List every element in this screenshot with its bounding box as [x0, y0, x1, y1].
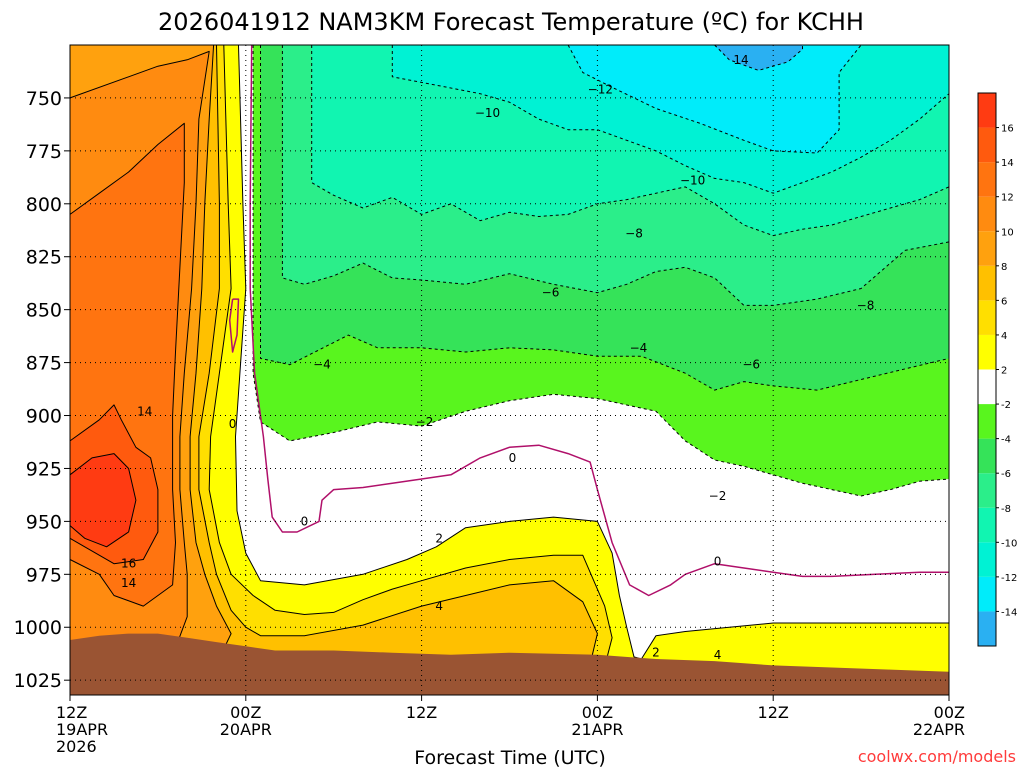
- contour-label-21: 2: [652, 646, 660, 660]
- x-tick-label-4-0: 12Z: [758, 703, 789, 722]
- contour-label-19: 0: [714, 555, 722, 569]
- x-tick-label-2-0: 12Z: [406, 703, 437, 722]
- colorbar-label-7: -2: [1001, 400, 1011, 411]
- colorbar-swatch-15: [978, 93, 996, 128]
- zero-contour-line-1: [228, 298, 240, 353]
- colorbar-frame: [977, 92, 997, 647]
- x-axis-label: Forecast Time (UTC): [414, 747, 605, 768]
- y-tick-label-850: 850: [26, 300, 62, 322]
- y-tick-label-975: 975: [26, 564, 62, 586]
- contour-label-1: −12: [588, 82, 613, 96]
- x-tick-label-0-2: 2026: [56, 737, 97, 756]
- contour-label-14: −2: [709, 489, 727, 503]
- y-tick-label-950: 950: [26, 511, 62, 533]
- contour-label-5: −6: [542, 286, 560, 300]
- contour-label-13: 0: [509, 451, 517, 465]
- contour-label-11: 0: [229, 417, 237, 431]
- colorbar-label-10: 6: [1001, 296, 1007, 307]
- y-tick-label-1000: 1000: [14, 617, 62, 639]
- temperature-band-plus-16: [69, 453, 137, 548]
- contour-label-7: −4: [313, 358, 331, 372]
- colorbar-swatch-13: [978, 162, 996, 197]
- contour-label-9: −6: [742, 358, 760, 372]
- colorbar-label-13: 12: [1001, 193, 1014, 204]
- x-tick-label-0-0: 12Z: [56, 703, 87, 722]
- contour-label-2: −10: [475, 106, 500, 120]
- ground-terrain: [70, 633, 949, 695]
- colorbar-swatch-10: [978, 265, 996, 301]
- contour-label-15: 0: [301, 514, 309, 528]
- contour-label-3: −10: [680, 174, 705, 188]
- credit-text: coolwx.com/models: [858, 747, 1016, 766]
- y-tick-label-825: 825: [26, 247, 62, 269]
- contour-label-16: 2: [435, 531, 443, 545]
- temperature-band-minus-14: [714, 44, 803, 71]
- y-tick-label-1025: 1025: [14, 670, 62, 692]
- colorbar-label-1: -14: [1001, 607, 1017, 618]
- colorbar-swatch-9: [978, 300, 996, 335]
- colorbar-swatch-0: [978, 611, 996, 646]
- colorbar-swatch-14: [978, 127, 996, 163]
- contour-label-10: 14: [137, 404, 152, 418]
- contour-label-12: −2: [416, 415, 434, 429]
- x-tick-label-3-1: 21APR: [571, 720, 623, 739]
- contour-label-17: 16: [121, 557, 136, 571]
- colorbar-swatch-5: [978, 438, 996, 474]
- colorbar-label-11: 8: [1001, 262, 1007, 273]
- contour-label-8: −4: [630, 341, 648, 355]
- y-tick-label-875: 875: [26, 353, 62, 375]
- x-tick-label-5-0: 00Z: [934, 703, 965, 722]
- y-tick-label-900: 900: [26, 406, 62, 428]
- colorbar-swatch-2: [978, 542, 996, 577]
- colorbar-swatch-3: [978, 507, 996, 543]
- contour-label-4: −8: [625, 226, 643, 240]
- contour-label-20: 4: [435, 599, 443, 613]
- colorbar-swatch-6: [978, 404, 996, 439]
- y-tick-label-925: 925: [26, 458, 62, 480]
- colorbar-swatch-4: [978, 473, 996, 508]
- contour-label-6: −8: [857, 298, 875, 312]
- x-tick-label-5-1: 22APR: [913, 720, 965, 739]
- colorbar-swatch-12: [978, 196, 996, 232]
- colorbar-label-4: -8: [1001, 504, 1011, 515]
- contour-label-18: 14: [121, 576, 136, 590]
- colorbar-label-2: -12: [1001, 573, 1017, 584]
- y-tick-label-775: 775: [26, 141, 62, 163]
- y-tick-label-750: 750: [26, 88, 62, 110]
- contour-label-0: 14: [733, 53, 748, 67]
- plot-frame: [69, 44, 950, 696]
- zero-contour-line-0: [249, 44, 949, 597]
- colorbar-label-3: -10: [1001, 538, 1017, 549]
- contour-label-22: 4: [714, 648, 722, 662]
- colorbar-swatch-7: [978, 369, 996, 405]
- temperature-band-minus-12: [567, 44, 862, 154]
- x-tick-label-0-1: 19APR: [56, 720, 108, 739]
- x-tick-label-1-1: 20APR: [220, 720, 272, 739]
- colorbar-label-6: -4: [1001, 435, 1011, 446]
- y-tick-label-800: 800: [26, 194, 62, 216]
- x-tick-label-1-0: 00Z: [230, 703, 261, 722]
- colorbar-label-9: 4: [1001, 331, 1007, 342]
- colorbar-swatch-1: [978, 576, 996, 612]
- colorbar-label-5: -6: [1001, 469, 1011, 480]
- colorbar-label-14: 14: [1001, 158, 1014, 169]
- colorbar-label-8: 2: [1001, 366, 1007, 377]
- colorbar-label-12: 10: [1001, 227, 1014, 238]
- x-tick-label-3-0: 00Z: [582, 703, 613, 722]
- colorbar-swatch-11: [978, 231, 996, 266]
- colorbar-label-15: 16: [1001, 124, 1014, 135]
- colorbar-swatch-8: [978, 334, 996, 370]
- chart-title: 2026041912 NAM3KM Forecast Temperature (…: [158, 8, 864, 36]
